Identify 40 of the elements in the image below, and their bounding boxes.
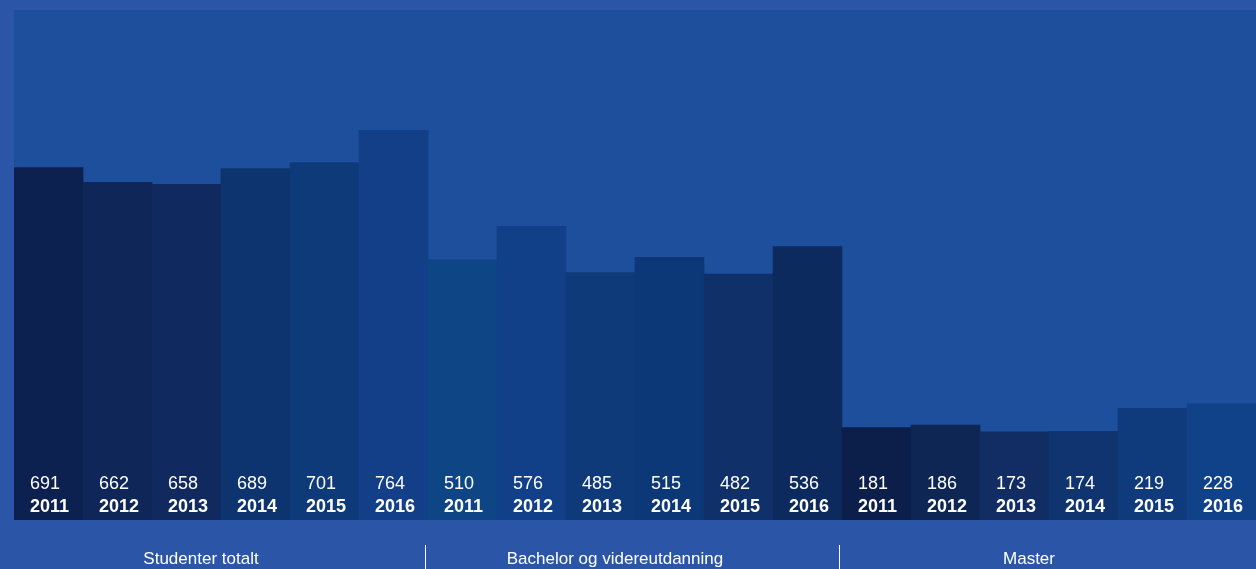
data-label: 186 (927, 473, 958, 493)
x-tick-label: 2011 (858, 496, 898, 516)
data-label: 181 (858, 473, 889, 493)
x-tick-label: 2012 (513, 496, 554, 516)
data-label: 662 (99, 473, 130, 493)
data-label: 515 (651, 473, 682, 493)
data-label: 219 (1134, 473, 1165, 493)
x-tick-label: 2014 (237, 496, 278, 516)
data-label: 174 (1065, 473, 1096, 493)
x-tick-label: 2013 (996, 496, 1037, 516)
data-label: 691 (30, 473, 61, 493)
data-label: 689 (237, 473, 268, 493)
x-tick-label: 2016 (375, 496, 416, 516)
x-tick-label: 2016 (1203, 496, 1244, 516)
x-tick-label: 2015 (720, 496, 761, 516)
x-tick-label: 2012 (99, 496, 140, 516)
data-label: 510 (444, 473, 475, 493)
data-label: 658 (168, 473, 199, 493)
x-tick-label: 2014 (651, 496, 692, 516)
x-tick-label: 2013 (582, 496, 623, 516)
x-tick-label: 2016 (789, 496, 830, 516)
x-tick-label: 2014 (1065, 496, 1106, 516)
x-tick-label: 2015 (306, 496, 347, 516)
bar (979, 431, 1050, 520)
text: Master (1003, 549, 1056, 568)
data-label: 485 (582, 473, 613, 493)
x-tick-label: 2013 (168, 496, 209, 516)
x-tick-label: 2015 (1134, 496, 1175, 516)
data-label: 576 (513, 473, 544, 493)
data-label: 764 (375, 473, 406, 493)
data-label: 228 (1203, 473, 1234, 493)
x-tick-label: 2012 (927, 496, 968, 516)
text: Studenter totalt (143, 549, 259, 568)
x-tick-label: 2011 (30, 496, 70, 516)
x-tick-label: 2011 (444, 496, 484, 516)
text: Bachelor og videreutdanning (506, 549, 724, 568)
data-label: 482 (720, 473, 751, 493)
data-label: 701 (306, 473, 337, 493)
data-label: 173 (996, 473, 1027, 493)
data-label: 536 (789, 473, 820, 493)
